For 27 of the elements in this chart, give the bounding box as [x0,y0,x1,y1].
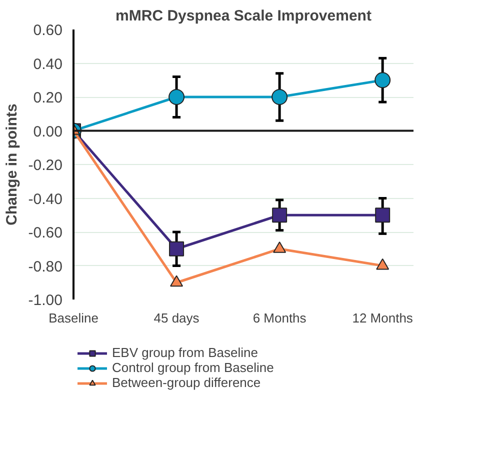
y-tick-label: -0.60 [28,224,63,242]
y-tick-label: -1.00 [28,292,63,309]
point [376,258,390,270]
y-tick-label: 0.60 [33,22,63,39]
y-tick-label: 0.20 [33,90,63,106]
point [168,89,185,105]
legend-label: Between-group difference [112,375,261,390]
x-tick-label: Baseline [48,310,98,326]
point [169,241,184,256]
point [375,208,390,223]
y-tick-label: 0.00 [33,123,63,140]
y-tick-label: -0.20 [28,157,63,174]
point [170,275,184,287]
y-tick-label: -0.40 [28,190,63,208]
chart-title: mMRC Dyspnea Scale Improvement [116,8,372,24]
legend-label: Control group from Baseline [112,360,274,375]
point [272,89,288,105]
x-tick-label: 12 Months [352,310,414,326]
point [272,208,288,223]
point [374,72,391,88]
legend-label: EBV group from Baseline [112,345,258,360]
x-tick-label: 6 Months [252,310,307,326]
y-tick-label: -0.80 [28,258,63,276]
y-tick-label: 0.40 [33,56,63,73]
y-axis-title: Change in points [3,104,20,226]
x-tick-label: 45 days [154,310,200,326]
point [273,241,286,253]
